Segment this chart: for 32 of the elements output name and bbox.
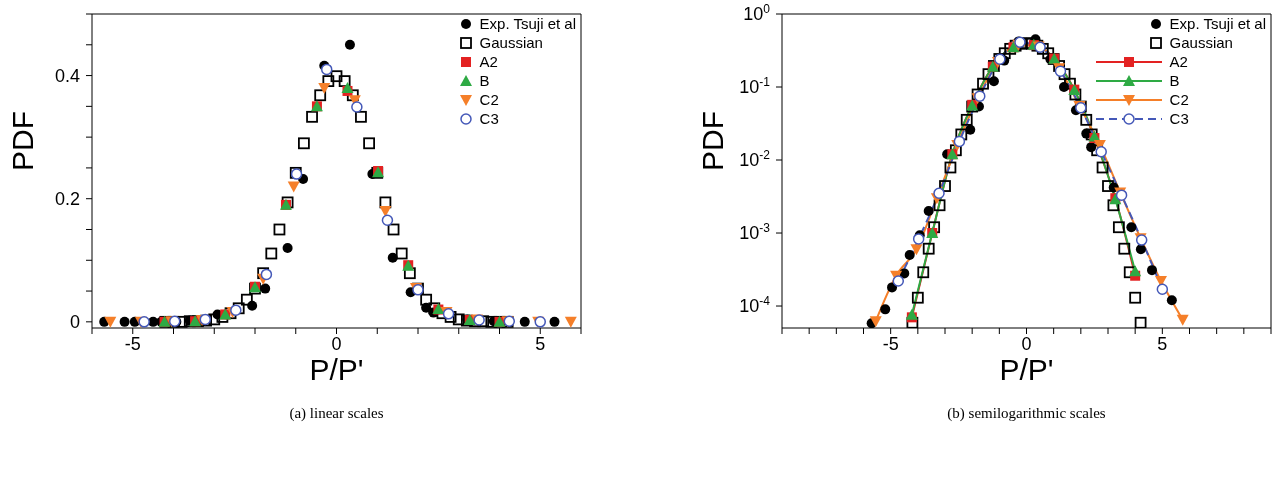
x-tick-label: 0 xyxy=(331,334,342,354)
x-tick-label: 0 xyxy=(1021,334,1032,354)
y-tick-label: 10$^{-1}$ xyxy=(739,75,771,98)
legend-label: A2 xyxy=(1169,53,1188,70)
y-tick-label: 10$^{-3}$ xyxy=(739,221,771,244)
legend-label: C3 xyxy=(479,110,499,127)
x-tick-label: 5 xyxy=(1157,334,1168,354)
x-axis-title: P/P' xyxy=(999,353,1054,386)
x-tick-label: -5 xyxy=(882,334,899,354)
x-tick-label: -5 xyxy=(124,334,141,354)
legend-label: C2 xyxy=(1169,91,1189,108)
x-tick-label: 5 xyxy=(535,334,546,354)
legend-label: A2 xyxy=(479,53,498,70)
y-tick-label: 0 xyxy=(69,311,80,332)
legend-label: C2 xyxy=(479,91,499,108)
y-axis-title: PDF xyxy=(5,111,39,171)
y-tick-label: 10$^{-2}$ xyxy=(739,148,771,171)
legend-label: Gaussian xyxy=(479,34,543,51)
x-axis-title: P/P' xyxy=(309,353,364,386)
y-tick-label: 10$^{-4}$ xyxy=(739,294,771,317)
y-tick-label: 0.4 xyxy=(54,65,80,86)
y-tick-label: 0.2 xyxy=(54,188,80,209)
legend-label: Gaussian xyxy=(1169,34,1233,51)
text: (a) linear scales xyxy=(288,405,385,422)
legend-label: Exp. Tsuji et al xyxy=(479,15,576,32)
legend-label: B xyxy=(1169,72,1180,89)
legend-label: Exp. Tsuji et al xyxy=(1169,15,1266,32)
y-axis-title: PDF xyxy=(695,111,729,171)
y-tick-label: 10$^{0}$ xyxy=(743,2,771,24)
text: (b) semilogarithmic scales xyxy=(946,405,1107,422)
legend-label: B xyxy=(479,72,490,89)
legend-label: C3 xyxy=(1169,110,1189,127)
